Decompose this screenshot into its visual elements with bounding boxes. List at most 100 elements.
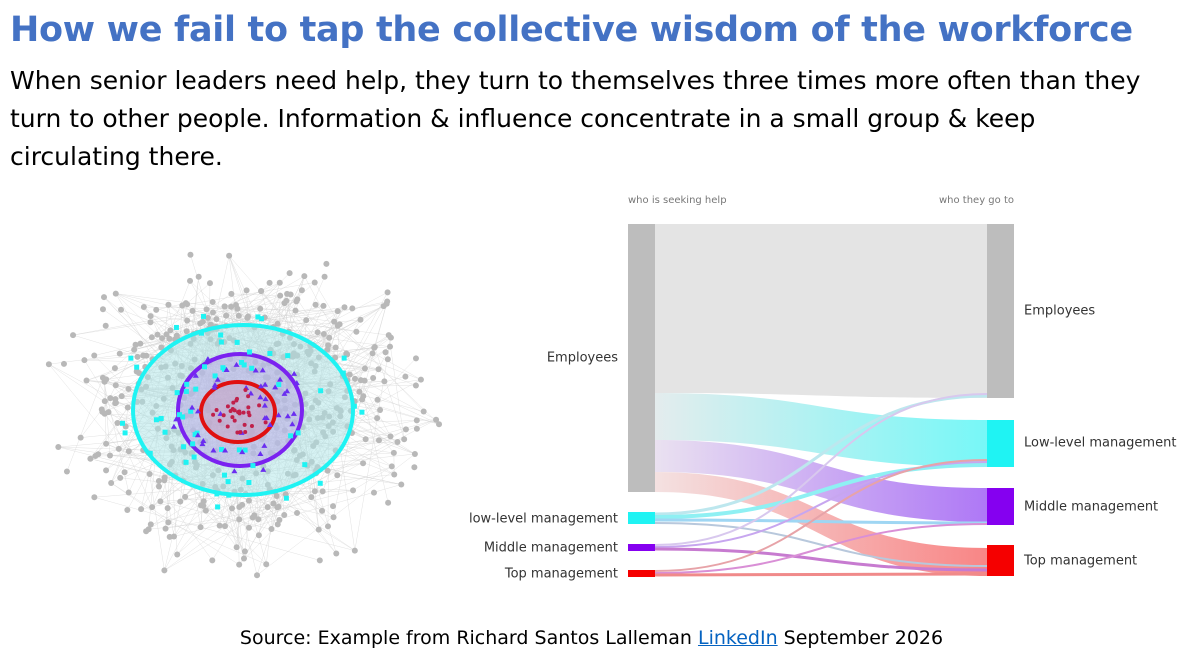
network-node [236, 503, 243, 510]
network-edge [284, 302, 422, 380]
cyan-node [250, 463, 256, 469]
network-node [346, 371, 353, 378]
network-node [241, 548, 248, 555]
network-node [166, 533, 173, 540]
purple-node [173, 416, 180, 422]
cyan-node [239, 359, 245, 365]
network-edge [86, 380, 105, 383]
network-edge [248, 441, 398, 529]
network-node [387, 433, 394, 440]
network-node [103, 440, 110, 447]
red-node [246, 405, 251, 410]
source-line: Source: Example from Richard Santos Lall… [0, 627, 1183, 649]
network-node [319, 507, 326, 514]
network-node [371, 344, 378, 351]
network-node [332, 344, 339, 351]
network-node [143, 528, 150, 535]
network-node [134, 353, 141, 360]
cyan-node [193, 386, 199, 392]
purple-node [262, 396, 269, 402]
network-node [132, 341, 139, 348]
network-node [146, 471, 153, 478]
purple-node [211, 382, 218, 388]
network-node [413, 425, 420, 432]
network-node [161, 477, 168, 484]
network-node [136, 370, 143, 377]
network-node [154, 331, 161, 338]
network-node [91, 352, 98, 359]
flow-employees-top [655, 472, 987, 576]
purple-node [281, 390, 288, 396]
network-node [149, 504, 156, 511]
cyan-node [222, 472, 228, 478]
red-node [225, 424, 230, 429]
network-node [349, 305, 356, 312]
purple-node [239, 449, 246, 455]
network-node [207, 321, 214, 328]
network-node [209, 309, 216, 316]
cyan-node [162, 429, 168, 435]
network-node [370, 374, 377, 381]
network-edge [72, 295, 281, 336]
network-node [209, 557, 216, 564]
network-node [273, 492, 280, 499]
purple-node [189, 404, 196, 410]
purple-node [291, 370, 298, 376]
purple-node [277, 376, 284, 382]
flow-top-top [654, 572, 988, 577]
network-node [312, 301, 319, 308]
network-node [245, 497, 252, 504]
node-left-top [628, 570, 655, 577]
node-label: Top management [1023, 554, 1137, 569]
cyan-node [318, 388, 324, 394]
network-node [381, 378, 388, 385]
cyan-node [340, 370, 346, 376]
purple-node [259, 367, 266, 373]
red-node [225, 404, 230, 409]
network-node [91, 494, 98, 501]
network-node [388, 463, 395, 470]
node-right-employees [987, 224, 1014, 398]
network-edge [102, 282, 211, 378]
network-node [401, 436, 408, 443]
network-node [385, 499, 392, 506]
network-node [112, 290, 119, 297]
source-link[interactable]: LinkedIn [697, 627, 778, 649]
network-node [356, 388, 363, 395]
network-node [413, 417, 420, 424]
network-node [221, 303, 228, 310]
network-node [221, 523, 228, 530]
network-node [184, 317, 191, 324]
network-node [255, 516, 262, 523]
network-node [360, 460, 367, 467]
network-node [361, 365, 368, 372]
network-node [402, 373, 409, 380]
cyan-node [158, 415, 164, 421]
network-node [326, 334, 333, 341]
node-label: Top management [504, 567, 618, 582]
network-node [55, 444, 62, 451]
network-node [245, 524, 252, 531]
network-node [274, 320, 281, 327]
network-node [166, 335, 173, 342]
network-node [293, 298, 300, 305]
network-node [213, 316, 220, 323]
red-node [221, 413, 226, 418]
network-node [147, 521, 154, 528]
network-node [251, 512, 258, 519]
network-node [377, 407, 384, 414]
red-node [247, 413, 252, 418]
network-node [157, 498, 164, 505]
network-edge [137, 293, 232, 358]
network-node [161, 567, 168, 574]
network-node [385, 332, 392, 339]
network-node [140, 352, 147, 359]
node-left-low [628, 512, 655, 524]
network-node [243, 287, 250, 294]
network-node [112, 382, 119, 389]
network-node [374, 396, 381, 403]
network-node [402, 426, 409, 433]
network-node [235, 312, 242, 319]
